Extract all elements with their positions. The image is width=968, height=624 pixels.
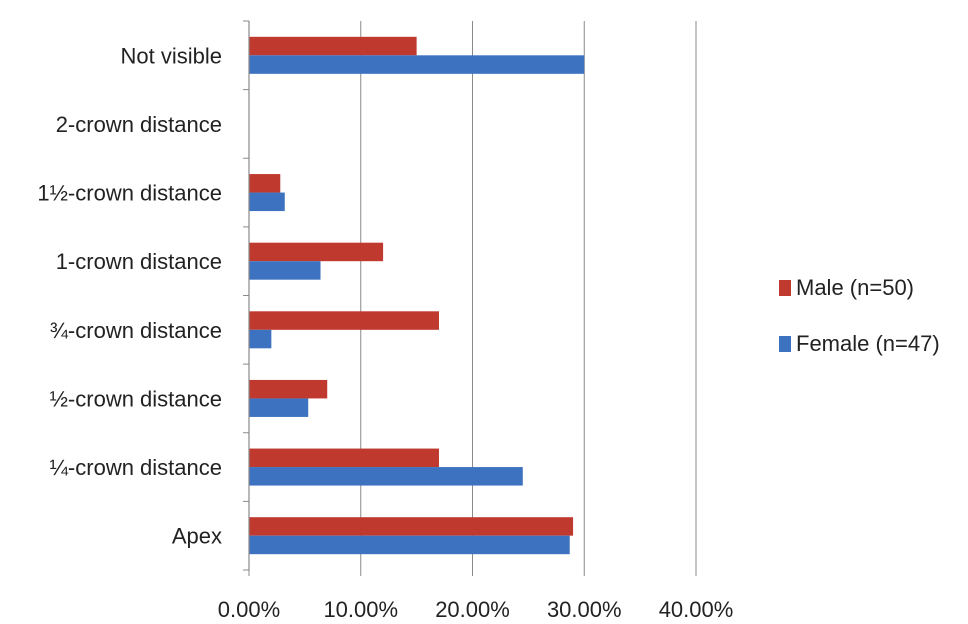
bar-female	[249, 398, 309, 417]
legend: Male (n=50) Female (n=47)	[779, 275, 940, 356]
category-label: ¾-crown distance	[50, 318, 222, 343]
bar-male	[249, 36, 417, 56]
category-label: 1-crown distance	[56, 249, 222, 274]
x-tick-label: 20.00%	[435, 597, 510, 619]
legend-label: Female (n=47)	[796, 331, 940, 356]
bar-female	[249, 467, 523, 486]
x-tick-labels: 0.00% 10.00% 20.00% 30.00% 40.00%	[218, 597, 734, 622]
x-tick-label: 0.00%	[218, 597, 280, 619]
category-label: 2-crown distance	[56, 112, 222, 137]
x-tick-label: 30.00%	[547, 597, 622, 619]
category-labels: Not visible 2-crown distance 1½-crown dist…	[37, 43, 222, 548]
bar-female	[249, 261, 321, 280]
bar-male	[249, 242, 384, 262]
x-tick-label: 10.00%	[323, 597, 398, 619]
legend-swatch	[779, 336, 791, 352]
bar-male	[249, 448, 439, 468]
axes	[243, 20, 697, 576]
bar-female	[249, 192, 285, 212]
gridlines	[360, 21, 697, 570]
bar-male	[249, 311, 439, 330]
bars	[249, 36, 585, 555]
bar-male	[249, 379, 328, 399]
category-label: ½-crown distance	[50, 386, 222, 411]
category-label: 1½-crown distance	[37, 181, 222, 206]
category-label: Apex	[172, 524, 222, 549]
x-tick-label: 40.00%	[659, 597, 734, 619]
bar-female	[249, 329, 272, 349]
legend-label: Male (n=50)	[796, 275, 914, 300]
bar-male	[249, 517, 574, 536]
legend-swatch	[779, 280, 791, 296]
bar-female	[249, 55, 585, 74]
category-label: ¼-crown distance	[50, 455, 222, 480]
bar-male	[249, 174, 281, 193]
bar-female	[249, 535, 570, 555]
category-label: Not visible	[121, 43, 222, 68]
